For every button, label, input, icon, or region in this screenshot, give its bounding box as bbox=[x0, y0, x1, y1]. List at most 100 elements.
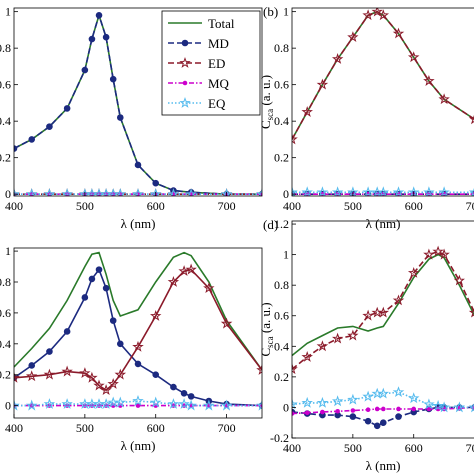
marker bbox=[63, 328, 71, 335]
x-axis-label: λ (nm) bbox=[366, 458, 401, 473]
marker bbox=[453, 401, 466, 413]
marker bbox=[181, 39, 189, 47]
x-tick-label: 700 bbox=[218, 199, 236, 213]
y-tick-label: 0.2 bbox=[274, 370, 289, 384]
marker bbox=[110, 403, 116, 408]
marker bbox=[203, 399, 215, 411]
marker bbox=[152, 371, 160, 379]
marker bbox=[331, 186, 344, 196]
marker bbox=[335, 408, 340, 414]
marker bbox=[46, 123, 53, 130]
y-label-main: C bbox=[258, 348, 273, 357]
marker bbox=[468, 187, 474, 196]
marker bbox=[153, 403, 159, 408]
marker bbox=[203, 282, 215, 294]
marker bbox=[301, 105, 313, 117]
y-tick-label: 0.4 bbox=[0, 337, 11, 351]
axes-frame bbox=[13, 7, 263, 197]
marker bbox=[320, 409, 325, 415]
y-tick-label: 1 bbox=[283, 248, 289, 262]
marker bbox=[46, 348, 53, 355]
marker bbox=[438, 186, 450, 196]
plot-area bbox=[292, 245, 474, 430]
marker bbox=[347, 329, 359, 341]
y-axis-label: Csca (a. u.) bbox=[258, 302, 275, 356]
x-tick-label: 600 bbox=[405, 199, 423, 213]
marker bbox=[185, 263, 197, 275]
y-tick-label: 0.6 bbox=[274, 78, 289, 92]
marker bbox=[43, 188, 56, 196]
axes-frame bbox=[13, 247, 263, 419]
marker bbox=[362, 309, 374, 321]
y-tick-label: 0.6 bbox=[0, 306, 11, 320]
marker bbox=[88, 275, 96, 283]
y-tick-label: 0.8 bbox=[0, 41, 11, 55]
marker bbox=[347, 393, 359, 405]
series-line bbox=[292, 250, 474, 370]
marker bbox=[432, 245, 444, 257]
y-tick-label: 0.2 bbox=[0, 151, 11, 165]
marker bbox=[377, 387, 390, 399]
marker bbox=[114, 368, 127, 380]
legend-label: MD bbox=[208, 36, 229, 51]
y-label-main: C bbox=[258, 120, 273, 129]
marker bbox=[25, 370, 38, 382]
marker bbox=[362, 390, 374, 402]
marker bbox=[438, 93, 450, 105]
series-line bbox=[292, 10, 474, 140]
marker bbox=[88, 35, 96, 43]
marker bbox=[407, 392, 420, 404]
marker bbox=[362, 186, 374, 196]
series-line bbox=[292, 391, 474, 409]
marker bbox=[438, 401, 450, 413]
marker bbox=[435, 406, 441, 412]
series-line bbox=[292, 406, 474, 427]
x-tick-label: 600 bbox=[147, 421, 165, 435]
marker bbox=[43, 368, 56, 380]
marker bbox=[95, 266, 103, 273]
y-tick-label: 0.8 bbox=[274, 41, 289, 55]
x-tick-label: 700 bbox=[218, 421, 236, 435]
y-tick-label: 0.2 bbox=[274, 151, 289, 165]
marker bbox=[81, 66, 89, 74]
marker bbox=[292, 363, 298, 375]
marker bbox=[109, 75, 117, 83]
marker bbox=[114, 188, 127, 196]
marker bbox=[180, 389, 188, 397]
y-tick-label: 0.6 bbox=[274, 309, 289, 323]
marker bbox=[116, 114, 124, 121]
marker bbox=[149, 188, 162, 196]
marker bbox=[14, 188, 20, 196]
marker bbox=[432, 399, 444, 411]
marker bbox=[396, 406, 401, 412]
marker bbox=[379, 419, 387, 427]
x-tick-label: 600 bbox=[147, 199, 165, 213]
marker bbox=[132, 340, 144, 352]
marker bbox=[178, 398, 190, 409]
plot-area bbox=[292, 8, 474, 196]
marker bbox=[187, 393, 195, 400]
y-tick-label: 1 bbox=[5, 244, 11, 258]
marker bbox=[347, 31, 359, 43]
x-axis-label: λ (nm) bbox=[121, 216, 156, 231]
marker bbox=[374, 406, 380, 412]
plot-area bbox=[14, 12, 262, 196]
marker bbox=[132, 188, 144, 196]
marker bbox=[423, 74, 435, 86]
marker bbox=[256, 188, 262, 196]
marker bbox=[301, 350, 313, 362]
axes-frame bbox=[291, 220, 474, 439]
marker bbox=[377, 306, 390, 318]
marker bbox=[100, 384, 112, 396]
legend-label: Total bbox=[208, 16, 235, 31]
series-line bbox=[292, 253, 474, 357]
y-tick-label: 0.8 bbox=[0, 275, 11, 289]
marker bbox=[350, 408, 356, 413]
y-label-rest: (a. u.) bbox=[258, 302, 273, 336]
y-tick-label: 0.8 bbox=[274, 278, 289, 292]
series-line bbox=[14, 268, 262, 392]
marker bbox=[107, 378, 119, 389]
marker bbox=[380, 406, 386, 412]
